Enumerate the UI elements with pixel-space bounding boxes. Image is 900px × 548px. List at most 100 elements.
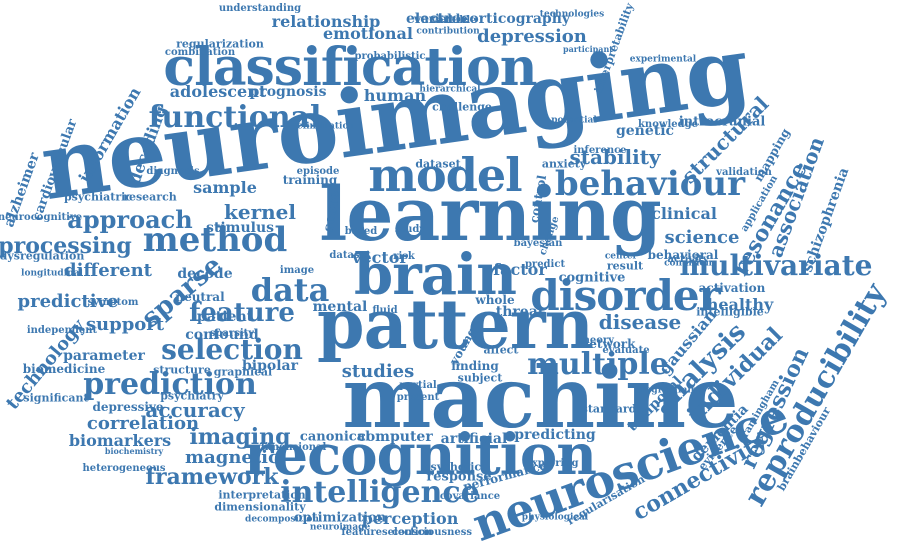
word-data: data bbox=[250, 271, 330, 309]
word-significant: significant bbox=[23, 391, 89, 405]
word-present: present bbox=[396, 392, 440, 403]
word-sample: sample bbox=[193, 178, 257, 197]
word-finding: finding bbox=[451, 359, 499, 373]
word-probabilistic: probabilistic bbox=[354, 51, 426, 62]
word-magnetic: magnetic bbox=[185, 447, 279, 468]
word-depression: depression bbox=[477, 26, 587, 47]
word-classification: classification bbox=[163, 37, 537, 98]
word-dimensionality: dimensionality bbox=[214, 500, 306, 514]
word-training: training bbox=[282, 173, 338, 187]
word-predicting: predicting bbox=[514, 427, 596, 443]
word-stimulus: stimulus bbox=[205, 220, 275, 236]
word-study: study bbox=[394, 224, 426, 235]
word-anxiety: anxiety bbox=[541, 157, 587, 171]
word-independent: independent bbox=[26, 325, 98, 336]
word-intelligence: intelligence bbox=[280, 475, 480, 510]
word-predict: predict bbox=[524, 259, 566, 270]
word-feature: feature bbox=[189, 298, 295, 328]
word-research: research bbox=[123, 190, 177, 204]
word-optimization: optimization bbox=[293, 510, 387, 526]
word-parameter: parameter bbox=[63, 348, 145, 364]
word-disorder: disorder bbox=[530, 271, 720, 320]
word-technologies: technologies bbox=[539, 9, 605, 20]
word-psychotic: psychotic bbox=[422, 460, 482, 474]
word-psychiatric: psychiatric bbox=[63, 190, 133, 204]
word-computer: computer bbox=[357, 429, 433, 445]
word-dysregulation: dysregulation bbox=[0, 249, 85, 263]
word-condition: condition bbox=[664, 258, 712, 269]
word-selection: selection bbox=[161, 333, 303, 366]
word-clinical: clinical bbox=[651, 204, 717, 223]
word-dataset-2: dataset bbox=[329, 250, 371, 261]
word-response: response bbox=[426, 469, 492, 485]
word-different: different bbox=[64, 260, 152, 281]
word-intracranial: intracranial bbox=[678, 114, 766, 130]
word-decode: decode bbox=[177, 266, 233, 282]
word-functional: functional bbox=[148, 100, 322, 135]
word-affect: affect bbox=[483, 343, 519, 357]
word-interpretation: interpretation bbox=[218, 488, 306, 502]
word-behavioral: behavioral bbox=[647, 248, 719, 262]
word-decomposition: decomposition bbox=[245, 514, 319, 525]
word-recognition: recognition bbox=[244, 422, 597, 488]
word-cognitive: cognitive bbox=[558, 270, 626, 286]
word-based: based bbox=[344, 226, 378, 237]
word-threat: threat bbox=[495, 304, 545, 320]
word-whole: whole bbox=[475, 293, 515, 307]
word-learning: learning bbox=[319, 172, 662, 258]
word-emotional: emotional bbox=[323, 24, 413, 43]
word-episode: episode bbox=[296, 166, 340, 177]
word-depressive: depressive bbox=[92, 400, 164, 414]
word-contribution: contribution bbox=[416, 26, 480, 37]
word-science: science bbox=[664, 227, 740, 248]
word-evaluate: evaluate bbox=[602, 345, 650, 356]
word-artificial: artificial bbox=[440, 431, 508, 447]
word-adolescent: adolescent bbox=[169, 82, 267, 101]
word-fluid: fluid bbox=[372, 305, 398, 316]
word-biomarkers: biomarkers bbox=[68, 431, 172, 450]
word-processing: processing bbox=[0, 233, 132, 259]
word-result: result bbox=[606, 259, 644, 273]
word-variable-2: variable bbox=[431, 15, 477, 26]
word-participant: participant bbox=[563, 44, 613, 54]
word-kernel: kernel bbox=[224, 200, 296, 224]
word-programming: programming bbox=[634, 385, 704, 396]
word-electrocorticography: electrocorticography bbox=[405, 11, 571, 27]
word-prediction: prediction bbox=[83, 367, 257, 402]
word-mental: mental bbox=[312, 299, 368, 315]
word-variable: variable bbox=[414, 12, 468, 26]
word-framework: framework bbox=[145, 464, 279, 490]
word-exploring: exploring bbox=[525, 458, 579, 469]
word-regularization: regularization bbox=[176, 37, 264, 51]
word-multiple: multiple bbox=[527, 347, 669, 382]
word-bipolar: bipolar bbox=[242, 358, 298, 374]
word-heterogeneous: heterogeneous bbox=[82, 463, 166, 474]
word-model: model bbox=[368, 148, 522, 202]
word-human: human bbox=[363, 86, 427, 105]
word-prognosis: prognosis bbox=[249, 84, 327, 100]
word-biomedicine: biomedicine bbox=[22, 362, 106, 376]
word-risk: risk bbox=[393, 251, 415, 262]
word-stability: stability bbox=[569, 145, 661, 169]
word-center: center bbox=[604, 251, 638, 262]
word-intelligible: intelligible bbox=[696, 305, 764, 319]
word-theory: theory bbox=[577, 335, 615, 346]
word-correlation: correlation bbox=[86, 413, 200, 434]
word-approach: approach bbox=[67, 205, 193, 234]
word-disease: disease bbox=[598, 310, 682, 334]
word-inference: inference bbox=[573, 145, 627, 156]
word-experimental: experimental bbox=[629, 54, 697, 65]
word-method: method bbox=[142, 220, 288, 260]
word-studies: studies bbox=[341, 361, 415, 382]
word-structure: structure bbox=[153, 363, 211, 377]
word-covariance: covariance bbox=[439, 491, 501, 502]
word-neurocognitive: neurocognitive bbox=[0, 212, 83, 223]
word-neuroimage: neuroimage bbox=[309, 522, 371, 533]
word-knowledge: knowledge bbox=[638, 119, 698, 130]
word-predictive: predictive bbox=[17, 291, 119, 312]
word-combination: combination bbox=[164, 47, 236, 58]
word-standard: standard bbox=[581, 402, 637, 416]
word-dataset: dataset bbox=[415, 157, 461, 171]
word-sparsity: sparsity bbox=[209, 328, 255, 339]
word-longitudinal: longitudinal bbox=[21, 268, 83, 279]
